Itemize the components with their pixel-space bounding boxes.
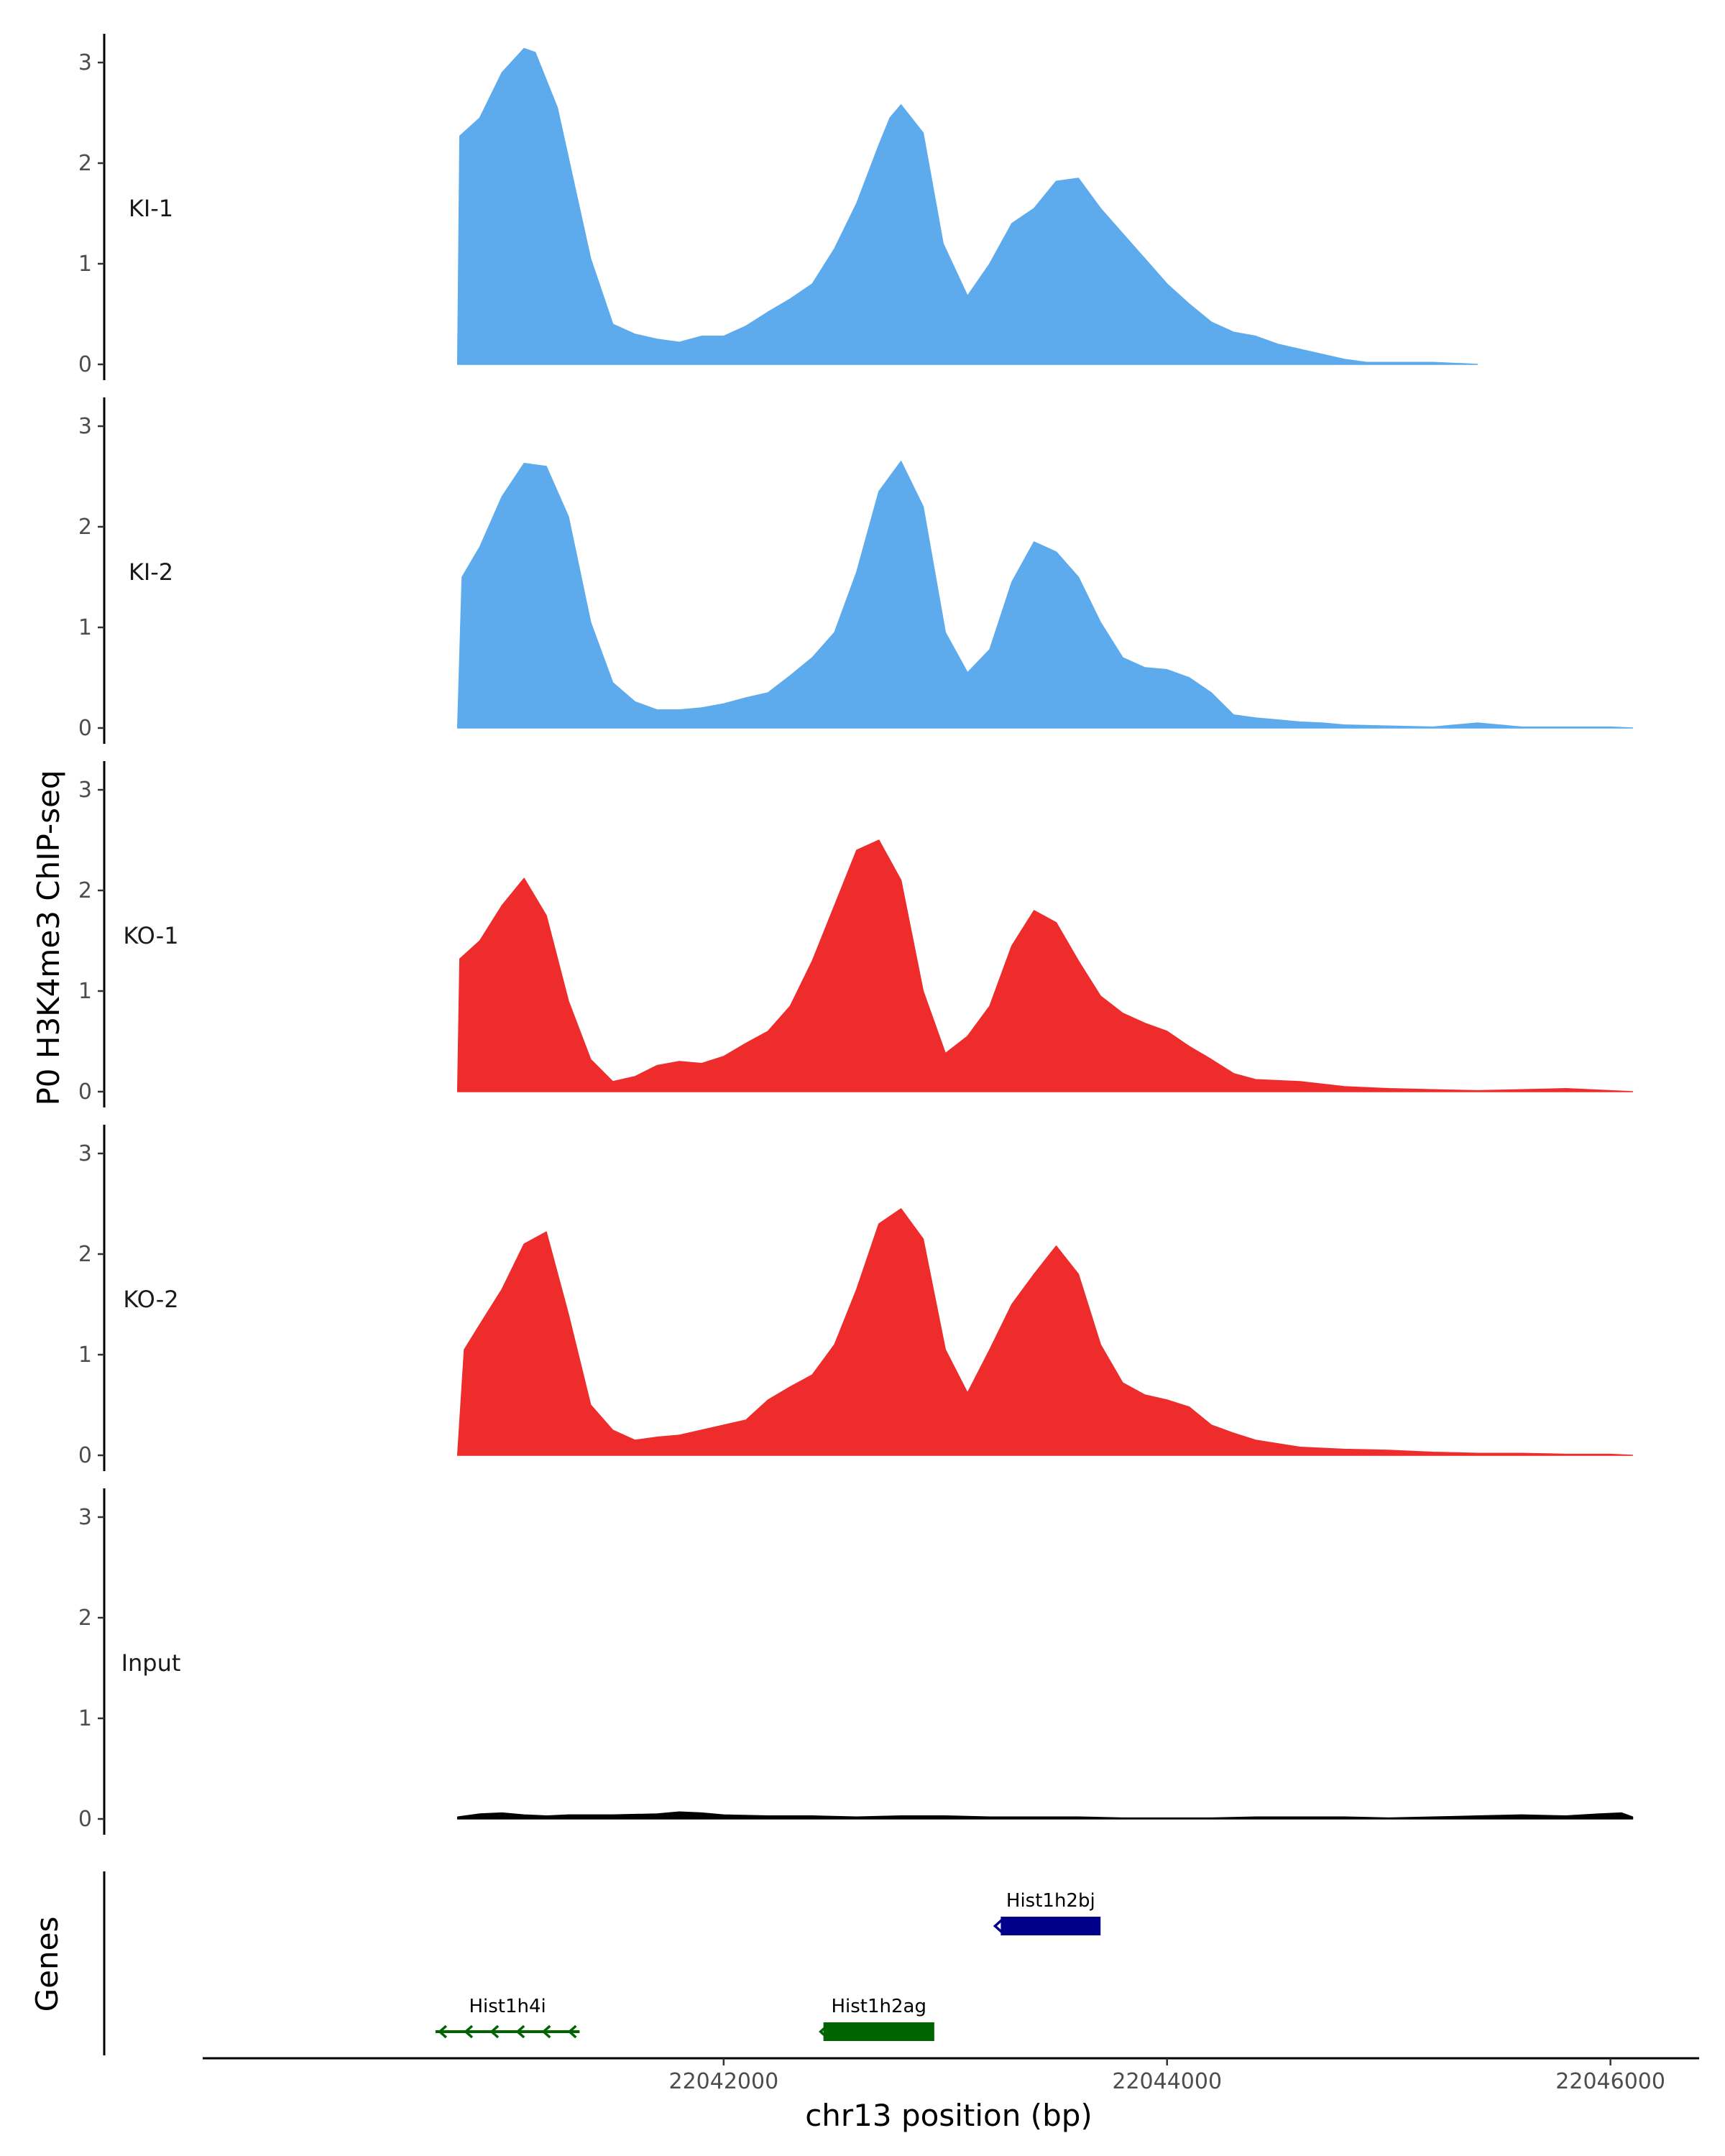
y-tick-label: 2: [78, 151, 92, 176]
y-tick-label: 3: [78, 1505, 92, 1530]
track-label: KO-1: [123, 922, 178, 949]
strand-arrow: [489, 2024, 500, 2039]
track-ki-2: 0 1 2 3 KI-2: [78, 397, 1634, 744]
track-ko-2: 0 1 2 3 KO-2: [78, 1125, 1634, 1471]
signal-area: [456, 1208, 1634, 1456]
gene-label: Hist1h4i: [469, 1996, 546, 2017]
strand-arrow: [993, 1918, 1003, 1934]
y-tick-label: 1: [78, 615, 92, 640]
y-tick-label: 2: [78, 1242, 92, 1267]
gene-hist1h2bj: Hist1h2bj: [993, 1890, 1101, 1935]
y-tick-label: 0: [78, 1443, 92, 1468]
y-tick-label: 2: [78, 1606, 92, 1631]
y-tick-label: 2: [78, 515, 92, 540]
genes-track-label: Genes: [29, 1917, 65, 2012]
track-label: KO-2: [123, 1286, 178, 1313]
gene-body: [1000, 1917, 1101, 1935]
strand-arrow: [541, 2024, 551, 2039]
y-axis-title: P0 H3K4me3 ChIP-seq: [31, 770, 66, 1105]
signal-area: [456, 461, 1634, 729]
strand-arrow: [515, 2024, 525, 2039]
y-tick-label: 0: [78, 1079, 92, 1105]
gene-body: [823, 2022, 934, 2041]
y-tick-label: 0: [78, 1807, 92, 1832]
gene-hist1h2ag: Hist1h2ag: [819, 1996, 934, 2041]
signal-tracks: 0 1 2 3 KI-1 0 1 2 3 KI-2 0 1 2 3 KO-1 0 1 2 3 KO-2 0 1 2 3 Inpu…: [78, 34, 1634, 1835]
y-tick-label: 1: [78, 1342, 92, 1368]
x-axis: 22042000 22044000 22046000: [203, 2057, 1699, 2094]
gene-label: Hist1h2ag: [831, 1996, 926, 2017]
y-tick-label: 3: [78, 1141, 92, 1166]
gene-label: Hist1h2bj: [1006, 1890, 1095, 1912]
signal-area: [456, 839, 1634, 1092]
x-axis-title: chr13 position (bp): [805, 2098, 1092, 2133]
x-tick-label: 22046000: [1555, 2069, 1665, 2094]
track-label: Input: [121, 1649, 181, 1677]
strand-arrow: [819, 2024, 829, 2040]
x-tick-label: 22044000: [1112, 2069, 1222, 2094]
signal-area: [456, 1811, 1634, 1820]
y-tick-label: 1: [78, 252, 92, 277]
y-tick-label: 1: [78, 1706, 92, 1731]
genes-track: Genes Hist1h4i Hist1h2ag Hist1h2bj: [29, 1871, 1101, 2055]
gene-hist1h4i: Hist1h4i: [435, 1996, 580, 2039]
track-ki-1: 0 1 2 3 KI-1: [78, 34, 1478, 380]
y-tick-label: 3: [78, 778, 92, 803]
track-label: KI-2: [129, 558, 173, 586]
strand-arrow: [438, 2024, 448, 2039]
y-tick-label: 0: [78, 352, 92, 377]
track-label: KI-1: [129, 195, 173, 222]
y-tick-label: 3: [78, 50, 92, 75]
strand-arrow: [567, 2024, 577, 2039]
y-tick-label: 1: [78, 979, 92, 1004]
x-tick-label: 22042000: [668, 2069, 778, 2094]
signal-area: [456, 47, 1478, 365]
y-tick-label: 2: [78, 878, 92, 903]
track-input: 0 1 2 3 Input: [78, 1488, 1634, 1835]
strand-arrow: [464, 2024, 474, 2039]
y-tick-label: 3: [78, 414, 92, 439]
y-tick-label: 0: [78, 716, 92, 741]
track-ko-1: 0 1 2 3 KO-1: [78, 761, 1634, 1107]
